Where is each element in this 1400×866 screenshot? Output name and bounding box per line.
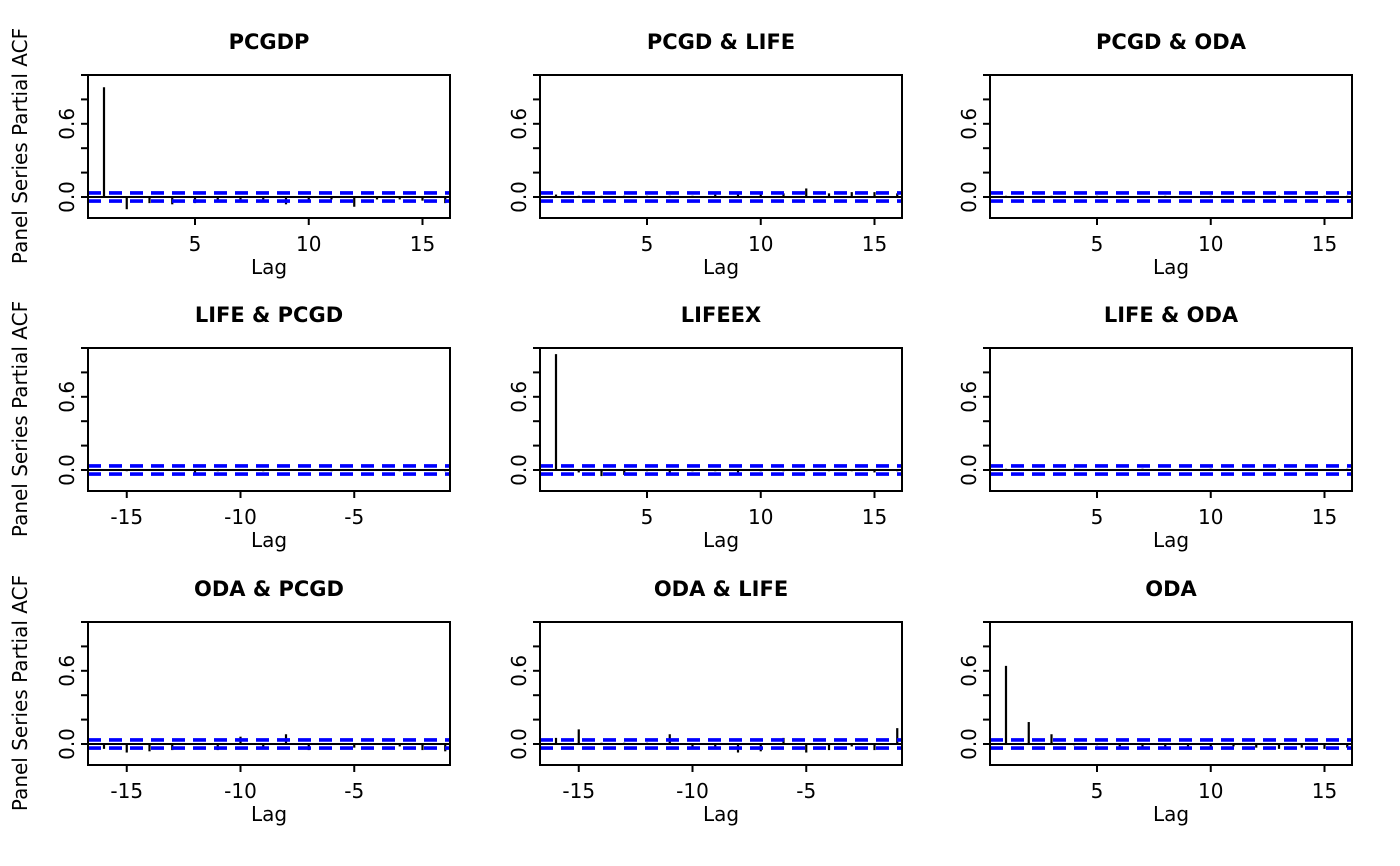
y-tick-label: 0.6 — [957, 108, 981, 140]
x-tick-label: 15 — [1312, 232, 1337, 256]
plot-box — [989, 74, 1353, 219]
x-tick-label: 10 — [296, 232, 321, 256]
x-tick-label: 5 — [1091, 505, 1104, 529]
x-axis-title-3: Lag — [1152, 255, 1190, 279]
panel-title-oda-pcgd: ODA & PCGD — [194, 577, 344, 601]
x-tick-label: -5 — [796, 779, 816, 803]
x-axis-title-2: Lag — [702, 255, 740, 279]
panel-title-oda-life: ODA & LIFE — [653, 577, 789, 601]
y-axis-title-row-2: Panel Series Partial ACF — [8, 300, 32, 538]
x-axis-title-8: Lag — [702, 802, 740, 826]
plot-box — [989, 621, 1353, 766]
y-tick-label: 0.0 — [507, 728, 531, 760]
x-tick-label: 5 — [1091, 779, 1104, 803]
plot-box — [539, 74, 903, 219]
x-axis-title-6: Lag — [1152, 528, 1190, 552]
panel-title-life-oda: LIFE & ODA — [1103, 303, 1239, 327]
pacf-plot-oda: 0.0 0.6 5 10 15 — [957, 621, 1353, 803]
y-tick-label: 0.6 — [957, 381, 981, 413]
plot-box — [539, 621, 903, 766]
x-axis-title-4: Lag — [250, 528, 288, 552]
x-tick-label: -10 — [676, 779, 709, 803]
x-axis-title-9: Lag — [1152, 802, 1190, 826]
x-tick-label: 15 — [410, 232, 435, 256]
panel-title-lifeex: LIFEEX — [680, 303, 762, 327]
panel-title-pcgd-oda: PCGD & ODA — [1096, 30, 1246, 54]
y-tick-label: 0.0 — [957, 454, 981, 486]
x-tick-label: 10 — [1198, 779, 1223, 803]
y-tick-label: 0.6 — [957, 655, 981, 687]
x-tick-label: 15 — [862, 505, 887, 529]
pacf-plot-oda-pcgd: 0.0 0.6 -15 -10 -5 — [55, 621, 451, 803]
pacf-plot-lifeex: 0.0 0.6 5 10 15 — [507, 347, 903, 529]
x-axis-title-5: Lag — [702, 528, 740, 552]
plot-box — [539, 347, 903, 492]
y-tick-label: 0.0 — [55, 728, 79, 760]
pacf-plot-pcgd-oda: 0.0 0.6 5 10 15 — [957, 74, 1353, 256]
pacf-plot-life-oda: 0.0 0.6 5 10 15 — [957, 347, 1353, 529]
y-tick-label: 0.6 — [55, 655, 79, 687]
x-tick-label: -10 — [224, 505, 257, 529]
y-tick-label: 0.0 — [507, 181, 531, 213]
x-tick-label: 15 — [862, 232, 887, 256]
x-tick-label: 10 — [748, 232, 773, 256]
x-tick-label: 15 — [1312, 505, 1337, 529]
y-tick-label: 0.6 — [55, 108, 79, 140]
plot-box — [989, 347, 1353, 492]
x-axis-title-1: Lag — [250, 255, 288, 279]
x-tick-label: 10 — [1198, 505, 1223, 529]
x-tick-label: -10 — [224, 779, 257, 803]
y-tick-label: 0.6 — [507, 381, 531, 413]
plot-box — [87, 347, 451, 492]
y-tick-label: 0.0 — [957, 181, 981, 213]
x-tick-label: 5 — [1091, 232, 1104, 256]
y-tick-label: 0.6 — [507, 108, 531, 140]
pacf-plot-oda-life: 0.0 0.6 -15 -10 -5 — [507, 621, 903, 803]
y-tick-label: 0.0 — [957, 728, 981, 760]
x-tick-label: 5 — [641, 505, 654, 529]
x-tick-label: 10 — [748, 505, 773, 529]
x-tick-label: -15 — [110, 779, 143, 803]
panel-title-oda: ODA — [1145, 577, 1197, 601]
x-tick-label: 5 — [641, 232, 654, 256]
panel-title-life-pcgd: LIFE & PCGD — [194, 303, 344, 327]
plot-box — [87, 74, 451, 219]
pacf-plot-pcgd-life: 0.0 0.6 5 10 15 — [507, 74, 903, 256]
x-tick-label: -15 — [110, 505, 143, 529]
x-tick-label: 5 — [189, 232, 202, 256]
panel-title-pcgd-life: PCGD & LIFE — [646, 30, 796, 54]
x-tick-label: -15 — [562, 779, 595, 803]
panel-title-pcgdp: PCGDP — [228, 30, 310, 54]
x-tick-label: -5 — [344, 505, 364, 529]
x-axis-title-7: Lag — [250, 802, 288, 826]
pacf-plot-life-pcgd: 0.0 0.6 -15 -10 -5 — [55, 347, 451, 529]
x-tick-label: 15 — [1312, 779, 1337, 803]
y-tick-label: 0.0 — [507, 454, 531, 486]
plot-box — [87, 621, 451, 766]
y-tick-label: 0.6 — [55, 381, 79, 413]
y-tick-label: 0.0 — [55, 454, 79, 486]
y-axis-title-row-3: Panel Series Partial ACF — [8, 574, 32, 812]
y-tick-label: 0.0 — [55, 181, 79, 213]
pacf-plot-pcgdp: 0.0 0.6 5 10 15 — [55, 74, 451, 256]
y-tick-label: 0.6 — [507, 655, 531, 687]
x-tick-label: 10 — [1198, 232, 1223, 256]
x-tick-label: -5 — [344, 779, 364, 803]
